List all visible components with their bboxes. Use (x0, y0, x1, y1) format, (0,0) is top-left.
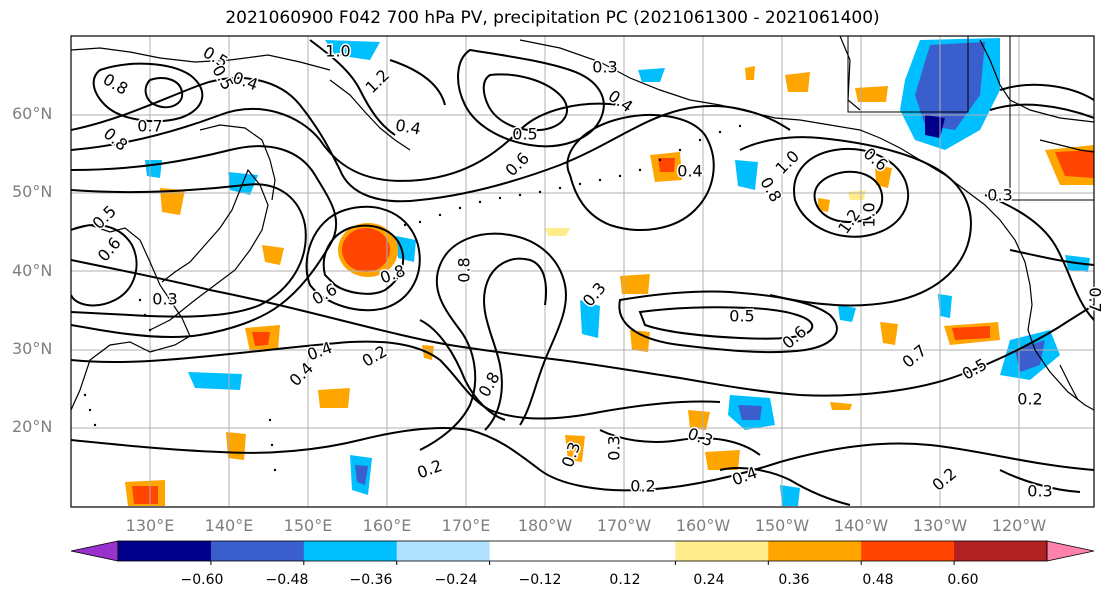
contour-label: 0.2 (630, 477, 655, 496)
colorbar-tick-label: −0.60 (180, 572, 224, 588)
contour-label: 0.4 (605, 86, 637, 116)
lat-label-40n: 40°N (12, 261, 53, 280)
colorbar-tick-label: 0.36 (778, 572, 810, 588)
contour-label: 0.4 (394, 115, 422, 138)
contour-label: 0.5 (208, 62, 237, 94)
colorbar-tick-label: −0.36 (349, 572, 393, 588)
lon-label-150w: 150°W (754, 516, 810, 535)
lon-label-140e: 140°E (204, 516, 254, 535)
colorbar-tick-label: 0.60 (947, 572, 979, 588)
contour-label: 0.3 (1027, 482, 1052, 501)
colorbar-segment (675, 541, 769, 561)
colorbar-segment (861, 541, 955, 561)
colorbar-segment (210, 541, 305, 561)
colorbar-segment (954, 541, 1048, 561)
lon-label-130w: 130°W (912, 516, 968, 535)
lon-label-170w: 170°W (596, 516, 652, 535)
colorbar-segment (768, 541, 862, 561)
lon-label-170e: 170°E (441, 516, 491, 535)
colorbar-frame (117, 540, 1048, 562)
lat-label-50n: 50°N (12, 182, 53, 201)
colorbar-extend-min (70, 540, 119, 562)
figure-title: 2021060900 F042 700 hPa PV, precipitatio… (225, 8, 880, 28)
contour-label: 0.4 (304, 338, 334, 365)
contour-label: 0.7 (899, 341, 931, 372)
contour-label: 0.5 (89, 202, 120, 233)
colorbar-segment (396, 541, 491, 561)
contour-label: 0.6 (94, 234, 125, 266)
contour-label: 0.2 (359, 342, 391, 371)
contour-label: 0.2 (1017, 390, 1042, 409)
contour-label: 0.3 (152, 290, 177, 309)
contour-label: 0.8 (756, 174, 785, 206)
colorbar-tick-label: 0.24 (693, 572, 725, 588)
colorbar-extend-max (1046, 540, 1095, 562)
region-boxes (847, 36, 1094, 201)
contour-label: 0.5 (959, 355, 991, 384)
negative-precip-shading (145, 38, 1090, 506)
colorbar (70, 540, 1095, 565)
colorbar-tick-label: −0.12 (518, 572, 562, 588)
island-chains (83, 124, 742, 472)
contour-label: 0.8 (475, 369, 504, 401)
colorbar-segment (118, 541, 212, 561)
pv-contours (71, 39, 1094, 506)
contour-label: 0.8 (100, 124, 132, 155)
lon-label-180w: 180°W (517, 516, 573, 535)
contour-label: 0.6 (779, 322, 811, 353)
colorbar-segment (582, 541, 676, 561)
lon-label-160e: 160°E (362, 516, 412, 535)
colorbar-segment (303, 541, 398, 561)
colorbar-tick-label: 0.48 (862, 572, 894, 588)
lon-label-130e: 130°E (125, 516, 175, 535)
contour-label: 0.7 (137, 117, 162, 136)
map-frame (70, 35, 1095, 508)
lon-label-120w: 120°W (991, 516, 1047, 535)
contour-label: 1.0 (860, 202, 879, 227)
contour-label: 0.5 (729, 307, 754, 326)
colorbar-tick-label: −0.24 (434, 572, 478, 588)
lon-label-140w: 140°W (833, 516, 889, 535)
contour-label: 0.3 (987, 186, 1012, 205)
contour-label: 0.5 (512, 125, 537, 144)
contour-label: 1.2 (362, 66, 393, 97)
contour-label: 0.2 (929, 464, 961, 495)
lat-label-60n: 60°N (12, 104, 53, 123)
contour-label: 0.8 (100, 70, 132, 99)
colorbar-tick-label: −0.48 (265, 572, 309, 588)
colorbar-tick-label: 0.12 (609, 572, 641, 588)
contour-label: 0.7 (1086, 287, 1105, 312)
contour-label: 0.8 (455, 257, 474, 282)
lon-label-150e: 150°E (283, 516, 333, 535)
contour-label: 0.3 (592, 58, 617, 77)
lon-label-160w: 160°W (675, 516, 731, 535)
contour-label: 0.2 (414, 456, 444, 483)
contour-label: 0.4 (677, 162, 702, 181)
lat-label-30n: 30°N (12, 339, 53, 358)
gridlines (71, 36, 1094, 507)
contour-label: 1.0 (325, 42, 350, 61)
lat-label-20n: 20°N (12, 417, 53, 436)
colorbar-segment (489, 541, 583, 561)
contour-label: 0.3 (605, 435, 624, 460)
